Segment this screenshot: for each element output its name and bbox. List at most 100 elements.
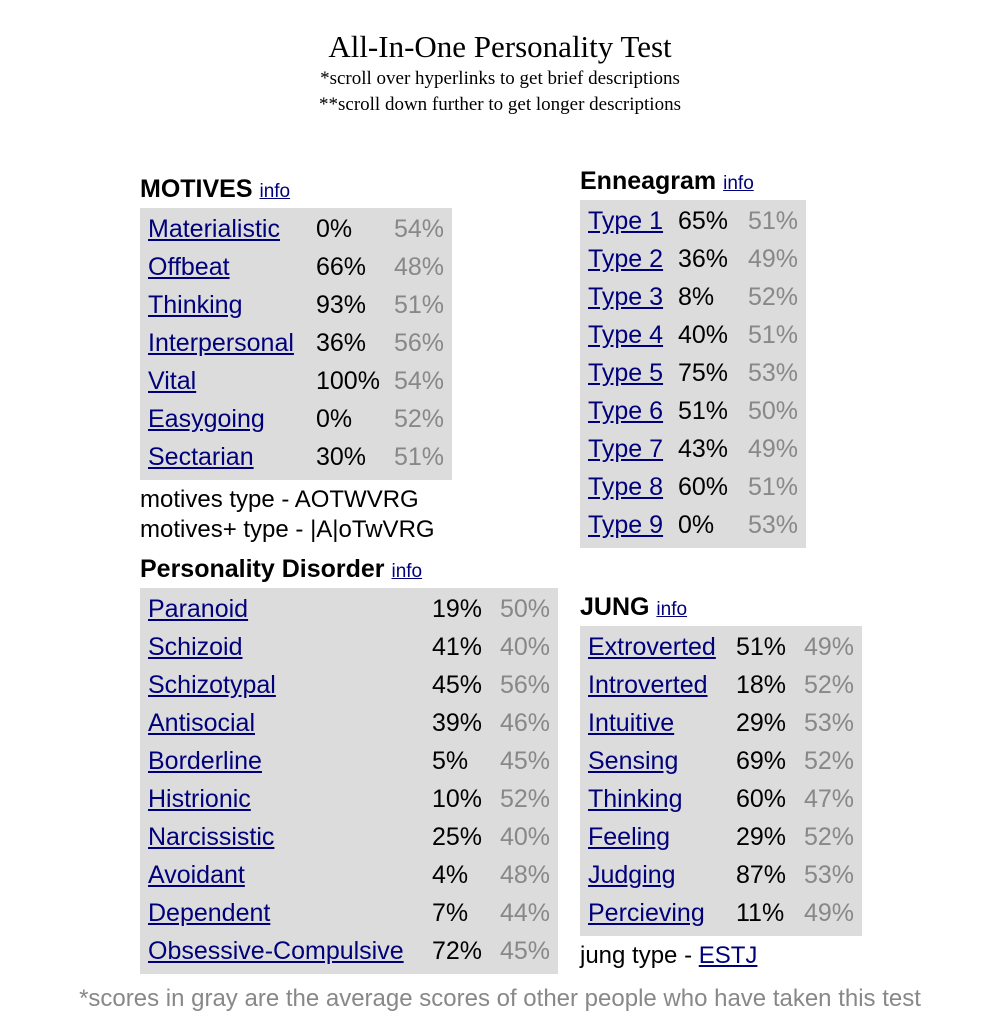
jung-score-intuitive: 29% (736, 709, 787, 737)
enneagram-average-type-3: 52% (748, 283, 799, 311)
enneagram-row-type-8: Type 8 60% 51% (588, 468, 798, 506)
page-title: All-In-One Personality Test (328, 29, 672, 64)
motives-score-box: Materialistic 0% 54% Offbeat 66% 48% Thinking 9… (140, 208, 453, 480)
motives-info-link[interactable]: info (259, 181, 291, 202)
enneagram-link-type-9[interactable]: Type 9 (588, 511, 664, 539)
motives-row-easygoing: Easygoing 0% 52% (148, 400, 444, 438)
disorder-link-borderline[interactable]: Borderline (148, 747, 262, 775)
disorder-score-borderline: 5% (432, 747, 469, 775)
jung-info-link[interactable]: info (656, 599, 688, 620)
disorder-row-antisocial: Antisocial 39% 46% (148, 704, 550, 742)
disorder-info-link[interactable]: info (391, 561, 423, 582)
jung-link-feeling[interactable]: Feeling (588, 823, 670, 851)
disorder-row-avoidant: Avoidant 4% 48% (148, 856, 550, 894)
enneagram-link-type-8[interactable]: Type 8 (588, 473, 664, 501)
disorder-link-dependent[interactable]: Dependent (148, 899, 271, 927)
enneagram-row-type-1: Type 1 65% 51% (588, 202, 798, 240)
jung-type-link[interactable]: ESTJ (698, 942, 758, 969)
motives-plus-type-line: motives+ type - |A|oTwVRG (140, 516, 435, 543)
disorder-header: Personality Disorder info (140, 554, 558, 587)
motives-table: Materialistic 0% 54% Offbeat 66% 48% Thinking 9… (148, 210, 444, 476)
motives-label-cell: Offbeat (148, 248, 312, 286)
disorder-label-cell: Borderline (148, 742, 428, 780)
enneagram-row-type-4: Type 4 40% 51% (588, 316, 798, 354)
jung-link-percieving[interactable]: Percieving (588, 899, 705, 927)
motives-link-thinking[interactable]: Thinking (148, 291, 243, 319)
jung-average-feeling: 52% (804, 823, 855, 851)
jung-row-judging: Judging 87% 53% (588, 856, 854, 894)
disorder-link-schizoid[interactable]: Schizoid (148, 633, 243, 661)
jung-label-cell: Intuitive (588, 704, 732, 742)
enneagram-score-type-8: 60% (678, 473, 729, 501)
jung-link-introverted[interactable]: Introverted (588, 671, 708, 699)
disorder-link-avoidant[interactable]: Avoidant (148, 861, 245, 889)
disorder-link-obsessive-compulsive[interactable]: Obsessive-Compulsive (148, 937, 404, 965)
jung-link-thinking[interactable]: Thinking (588, 785, 683, 813)
motives-link-easygoing[interactable]: Easygoing (148, 405, 265, 433)
jung-type-prefix: jung type - (580, 942, 699, 969)
jung-link-extroverted[interactable]: Extroverted (588, 633, 716, 661)
jung-section: JUNG info Extroverted 51% 49% Introverted 18… (580, 592, 863, 971)
enneagram-score-box: Type 1 65% 51% Type 2 36% 49% Type 3 8% 52% Type … (580, 200, 807, 548)
disorder-label-cell: Paranoid (148, 590, 428, 628)
motives-link-interpersonal[interactable]: Interpersonal (148, 329, 294, 357)
enneagram-link-type-2[interactable]: Type 2 (588, 245, 664, 273)
page-header: All-In-One Personality Test *scroll over… (0, 28, 1000, 118)
disorder-label-cell: Avoidant (148, 856, 428, 894)
enneagram-link-type-3[interactable]: Type 3 (588, 283, 664, 311)
disorder-row-paranoid: Paranoid 19% 50% (148, 590, 550, 628)
enneagram-link-type-6[interactable]: Type 6 (588, 397, 664, 425)
motives-link-offbeat[interactable]: Offbeat (148, 253, 230, 281)
motives-row-thinking: Thinking 93% 51% (148, 286, 444, 324)
disorder-average-narcissistic: 40% (500, 823, 551, 851)
jung-score-thinking: 60% (736, 785, 787, 813)
disorder-score-dependent: 7% (432, 899, 469, 927)
enneagram-link-type-1[interactable]: Type 1 (588, 207, 664, 235)
enneagram-average-type-7: 49% (748, 435, 799, 463)
jung-label-cell: Feeling (588, 818, 732, 856)
enneagram-average-type-5: 53% (748, 359, 799, 387)
motives-average-easygoing: 52% (394, 405, 445, 433)
disorder-row-schizoid: Schizoid 41% 40% (148, 628, 550, 666)
disorder-label-cell: Narcissistic (148, 818, 428, 856)
disorder-score-schizotypal: 45% (432, 671, 483, 699)
disorder-link-antisocial[interactable]: Antisocial (148, 709, 255, 737)
disorder-average-borderline: 45% (500, 747, 551, 775)
disorder-link-schizotypal[interactable]: Schizotypal (148, 671, 276, 699)
enneagram-average-type-8: 51% (748, 473, 799, 501)
jung-label-cell: Thinking (588, 780, 732, 818)
disorder-row-dependent: Dependent 7% 44% (148, 894, 550, 932)
motives-link-sectarian[interactable]: Sectarian (148, 443, 254, 471)
enneagram-average-type-4: 51% (748, 321, 799, 349)
enneagram-link-type-7[interactable]: Type 7 (588, 435, 664, 463)
jung-average-intuitive: 53% (804, 709, 855, 737)
enneagram-row-type-7: Type 7 43% 49% (588, 430, 798, 468)
jung-link-judging[interactable]: Judging (588, 861, 676, 889)
motives-label-cell: Vital (148, 362, 312, 400)
motives-link-vital[interactable]: Vital (148, 367, 197, 395)
disorder-link-histrionic[interactable]: Histrionic (148, 785, 251, 813)
motives-score-thinking: 93% (316, 291, 367, 319)
disorder-label-cell: Schizotypal (148, 666, 428, 704)
jung-score-box: Extroverted 51% 49% Introverted 18% 52% Intuit… (580, 626, 863, 936)
jung-score-extroverted: 51% (736, 633, 787, 661)
motives-score-offbeat: 66% (316, 253, 367, 281)
enneagram-link-type-4[interactable]: Type 4 (588, 321, 664, 349)
disorder-row-schizotypal: Schizotypal 45% 56% (148, 666, 550, 704)
motives-link-materialistic[interactable]: Materialistic (148, 215, 280, 243)
enneagram-link-type-5[interactable]: Type 5 (588, 359, 664, 387)
disorder-label-cell: Dependent (148, 894, 428, 932)
enneagram-score-type-5: 75% (678, 359, 729, 387)
jung-link-intuitive[interactable]: Intuitive (588, 709, 675, 737)
jung-link-sensing[interactable]: Sensing (588, 747, 679, 775)
disorder-link-paranoid[interactable]: Paranoid (148, 595, 249, 623)
enneagram-score-type-1: 65% (678, 207, 729, 235)
enneagram-header: Enneagram info (580, 166, 806, 199)
disorder-link-narcissistic[interactable]: Narcissistic (148, 823, 275, 851)
motives-row-sectarian: Sectarian 30% 51% (148, 438, 444, 476)
enneagram-section: Enneagram info Type 1 65% 51% Type 2 36% 49% T… (580, 166, 807, 553)
jung-label-cell: Percieving (588, 894, 732, 932)
motives-label-cell: Thinking (148, 286, 312, 324)
motives-average-vital: 54% (394, 367, 445, 395)
enneagram-info-link[interactable]: info (723, 173, 754, 194)
